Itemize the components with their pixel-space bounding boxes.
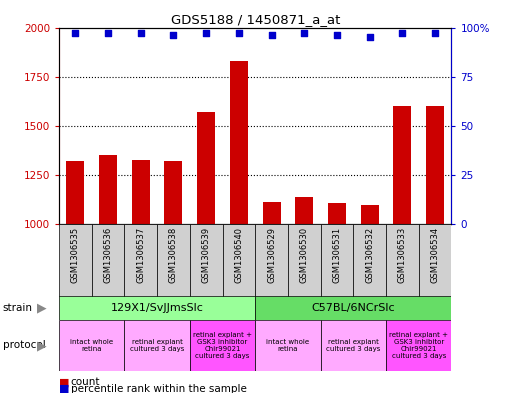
Text: GSM1306531: GSM1306531 — [332, 227, 342, 283]
Bar — [255, 296, 451, 320]
Bar — [263, 202, 281, 393]
Bar — [386, 320, 451, 371]
Text: retinal explant +
GSK3 inhibitor
Chir99021
cultured 3 days: retinal explant + GSK3 inhibitor Chir990… — [389, 332, 448, 359]
Bar — [165, 161, 183, 393]
Bar — [230, 61, 248, 393]
Text: C57BL/6NCrSlc: C57BL/6NCrSlc — [311, 303, 395, 313]
Bar — [419, 224, 451, 297]
Text: retinal explant
cultured 3 days: retinal explant cultured 3 days — [326, 339, 381, 352]
Bar — [426, 106, 444, 393]
Bar — [197, 112, 215, 393]
Bar — [190, 320, 255, 371]
Text: GSM1306529: GSM1306529 — [267, 227, 276, 283]
Text: GSM1306538: GSM1306538 — [169, 227, 178, 283]
Text: ▶: ▶ — [37, 339, 47, 352]
Text: GSM1306532: GSM1306532 — [365, 227, 374, 283]
Text: GSM1306539: GSM1306539 — [202, 227, 211, 283]
Text: GSM1306533: GSM1306533 — [398, 227, 407, 283]
Text: ■: ■ — [59, 377, 69, 387]
Point — [169, 32, 177, 39]
Point — [300, 30, 308, 37]
Point — [267, 32, 275, 39]
Bar — [59, 320, 124, 371]
Bar — [59, 224, 92, 297]
Bar — [328, 204, 346, 393]
Text: intact whole
retina: intact whole retina — [70, 339, 113, 352]
Text: ▶: ▶ — [37, 301, 47, 315]
Point — [398, 30, 406, 37]
Text: protocol: protocol — [3, 340, 45, 351]
Point — [136, 30, 145, 37]
Bar — [321, 224, 353, 297]
Point — [235, 30, 243, 37]
Title: GDS5188 / 1450871_a_at: GDS5188 / 1450871_a_at — [170, 13, 340, 26]
Bar — [393, 106, 411, 393]
Text: ■: ■ — [59, 384, 69, 393]
Bar — [255, 224, 288, 297]
Bar — [157, 224, 190, 297]
Bar — [190, 224, 223, 297]
Bar — [361, 205, 379, 393]
Text: GSM1306535: GSM1306535 — [71, 227, 80, 283]
Text: retinal explant +
GSK3 inhibitor
Chir99021
cultured 3 days: retinal explant + GSK3 inhibitor Chir990… — [193, 332, 252, 359]
Text: 129X1/SvJJmsSlc: 129X1/SvJJmsSlc — [111, 303, 204, 313]
Bar — [59, 296, 255, 320]
Bar — [321, 320, 386, 371]
Bar — [124, 224, 157, 297]
Text: GSM1306537: GSM1306537 — [136, 227, 145, 283]
Text: GSM1306530: GSM1306530 — [300, 227, 309, 283]
Text: GSM1306536: GSM1306536 — [104, 227, 112, 283]
Text: intact whole
retina: intact whole retina — [266, 339, 309, 352]
Bar — [92, 224, 125, 297]
Bar — [99, 155, 117, 393]
Text: retinal explant
cultured 3 days: retinal explant cultured 3 days — [130, 339, 184, 352]
Bar — [223, 224, 255, 297]
Text: count: count — [71, 377, 101, 387]
Bar — [132, 160, 150, 393]
Point — [431, 30, 439, 37]
Bar — [124, 320, 190, 371]
Bar — [295, 196, 313, 393]
Point — [366, 34, 374, 40]
Bar — [288, 224, 321, 297]
Text: GSM1306534: GSM1306534 — [430, 227, 440, 283]
Bar — [255, 320, 321, 371]
Point — [333, 32, 341, 39]
Bar — [386, 224, 419, 297]
Point — [71, 30, 80, 37]
Text: strain: strain — [3, 303, 32, 313]
Text: GSM1306540: GSM1306540 — [234, 227, 243, 283]
Bar — [66, 161, 84, 393]
Point — [202, 30, 210, 37]
Bar — [353, 224, 386, 297]
Text: percentile rank within the sample: percentile rank within the sample — [71, 384, 247, 393]
Point — [104, 30, 112, 37]
